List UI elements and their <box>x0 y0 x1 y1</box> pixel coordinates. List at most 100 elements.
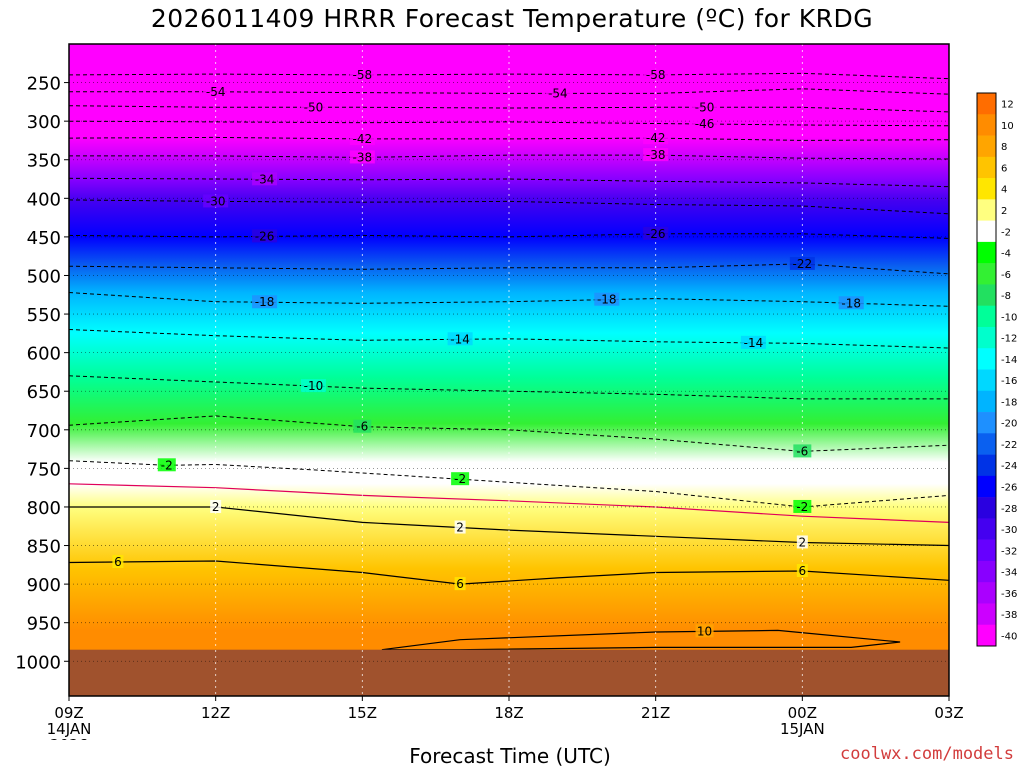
colorbar-label: 6 <box>1001 163 1007 174</box>
contour-label-bg <box>447 332 473 346</box>
y-tick-label: 800 <box>27 498 61 519</box>
contour-label-bg <box>252 172 278 186</box>
contour-label-bg <box>692 100 718 114</box>
contour-label: 6 <box>799 564 807 578</box>
contour-label: 6 <box>114 555 122 569</box>
contour-label: -46 <box>695 117 715 131</box>
colorbar-label: -2 <box>1001 227 1011 238</box>
colorbar-swatch <box>977 475 996 498</box>
contour-label: -42 <box>353 132 373 146</box>
y-tick-label: 400 <box>27 189 61 210</box>
x-tick-sublabel: 14JAN <box>47 720 92 738</box>
colorbar-label: -34 <box>1001 568 1017 579</box>
chart-title: 2026011409 HRRR Forecast Temperature (ºC… <box>150 4 874 33</box>
contour-label-bg <box>740 335 766 349</box>
x-tick-label: 03Z <box>934 704 963 722</box>
colorbar-swatch <box>977 156 996 179</box>
x-tick-sublabel: 15JAN <box>780 720 825 738</box>
colorbar-label: -16 <box>1001 376 1017 387</box>
colorbar-label: -4 <box>1001 249 1011 260</box>
contour-label-bg <box>545 86 571 100</box>
contour-label-bg <box>594 292 620 306</box>
colorbar-swatch <box>977 369 996 392</box>
x-tick-label: 15Z <box>348 704 377 722</box>
contour-label: -50 <box>304 100 324 114</box>
contour-label-bg <box>349 131 375 145</box>
contour-label: -2 <box>796 500 808 514</box>
colorbar-swatch <box>977 539 996 562</box>
colorbar-swatch <box>977 178 996 200</box>
colorbar-swatch <box>977 241 996 264</box>
colorbar-label: -36 <box>1001 589 1017 600</box>
contour-label: -50 <box>695 100 715 114</box>
contour-label: -34 <box>255 172 275 186</box>
colorbar-swatch <box>977 93 996 115</box>
contour-label: -2 <box>454 472 466 486</box>
colorbar-swatch <box>977 326 996 349</box>
y-tick-label: 850 <box>27 537 61 558</box>
colorbar-label: -24 <box>1001 461 1017 472</box>
y-tick-label: 500 <box>27 266 61 287</box>
contour-label-bg <box>349 67 375 81</box>
credit-link[interactable]: coolwx.com/models <box>840 744 1014 764</box>
contour-label-bg <box>451 472 470 486</box>
colorbar-label: -6 <box>1001 270 1011 281</box>
contour-label-bg <box>793 499 812 513</box>
contour-line-10 <box>381 629 901 651</box>
contour-label: -6 <box>356 420 368 434</box>
colorbar-label: 8 <box>1001 142 1007 153</box>
contour-label: -42 <box>646 131 666 145</box>
colorbar-swatch <box>977 220 996 243</box>
contour-label: 2 <box>212 500 220 514</box>
contour-label-bg <box>353 419 372 433</box>
colorbar-swatch <box>977 582 996 604</box>
contour-label-bg <box>454 577 466 591</box>
contour-label: -18 <box>841 296 861 310</box>
colorbar-swatch <box>977 518 996 540</box>
colorbar-label: -14 <box>1001 355 1017 366</box>
y-tick-label: 600 <box>27 344 61 365</box>
colorbar-label: -40 <box>1001 631 1017 642</box>
colorbar-label: -12 <box>1001 334 1017 345</box>
colorbar-frame <box>976 92 997 647</box>
colorbar-label: -8 <box>1001 291 1011 302</box>
contour-label-bg <box>112 554 124 568</box>
x-tick-label: 00Z <box>788 704 817 722</box>
contour-label: 2 <box>456 521 464 535</box>
colorbar-swatch <box>977 114 996 136</box>
y-tick-label: 950 <box>27 614 61 635</box>
x-axis-label: Forecast Time (UTC) <box>409 744 611 768</box>
y-tick-label: 350 <box>27 151 61 172</box>
contour-label: 2 <box>799 535 807 549</box>
contour-label: -18 <box>597 293 617 307</box>
contour-label-bg <box>252 229 278 243</box>
colorbar-swatch <box>977 199 996 221</box>
contour-label-bg <box>789 256 815 270</box>
y-axis: 250 300 350 400 450 500 550 600 650 700 750 800 850 9… <box>15 74 69 673</box>
contour-label: -14 <box>744 336 764 350</box>
x-tick-label: 18Z <box>494 704 523 722</box>
colorbar-swatch <box>977 497 996 519</box>
colorbar-swatch <box>977 348 996 370</box>
colorbar-label: -10 <box>1001 312 1017 323</box>
contour-label-bg <box>349 150 375 164</box>
colorbar-label: 12 <box>1001 100 1014 111</box>
gridlines <box>69 44 949 696</box>
contour-label: -38 <box>353 150 373 164</box>
colorbar-label: -18 <box>1001 397 1017 408</box>
x-tick-sublabel: 2026 <box>50 736 88 740</box>
colorbar-swatch <box>977 305 996 328</box>
colorbar-label: 4 <box>1001 185 1007 196</box>
colorbar-swatch <box>977 390 996 413</box>
colorbar-label: -38 <box>1001 610 1017 621</box>
contour-label: -58 <box>646 68 666 82</box>
contour-label: -18 <box>255 295 275 309</box>
colorbar-swatch <box>977 284 996 306</box>
contour-line-6 <box>69 560 949 585</box>
colorbar-label: -22 <box>1001 440 1017 451</box>
colorbar-swatch <box>977 624 996 647</box>
y-tick-label: 900 <box>27 575 61 596</box>
contour-label: -26 <box>255 229 275 243</box>
contour-label-bg <box>210 499 222 513</box>
colorbar-swatch <box>977 454 996 477</box>
